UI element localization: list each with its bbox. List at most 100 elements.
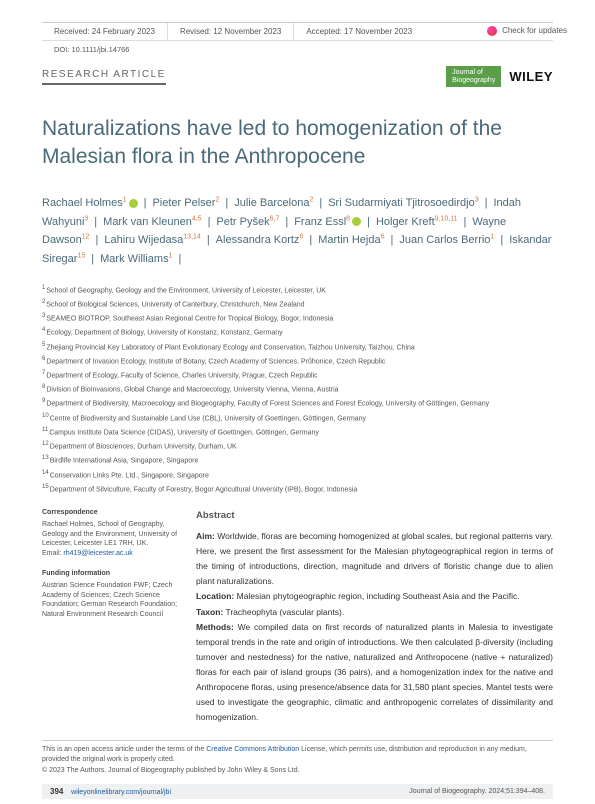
doi-link[interactable]: wileyonlinelibrary.com/journal/jbi xyxy=(71,789,171,796)
affiliation: 14Conservation Links Pte. Ltd., Singapor… xyxy=(42,468,553,482)
license-block: This is an open access article under the… xyxy=(42,740,553,777)
footer-bar: 394 wileyonlinelibrary.com/journal/jbi J… xyxy=(42,784,553,799)
affiliations-list: 1School of Geography, Geology and the En… xyxy=(42,283,553,496)
funding-block: Funding information Austrian Science Fou… xyxy=(42,569,182,620)
affiliation-sup: 2 xyxy=(42,299,45,305)
check-updates[interactable]: Check for updates xyxy=(487,26,567,36)
author: Lahiru Wijedasa13,14 xyxy=(104,234,200,246)
affiliation: 8Division of BioInvasions, Global Change… xyxy=(42,382,553,396)
affiliation-sup: 3 xyxy=(42,313,45,319)
author-sup: 15 xyxy=(77,252,85,259)
author: Juan Carlos Berrio1 xyxy=(399,234,494,246)
two-column-body: Correspondence Rachael Holmes, School of… xyxy=(42,508,553,726)
affiliation: 7Department of Ecology, Faculty of Scien… xyxy=(42,368,553,382)
affiliation: 13Birdlife International Asia, Singapore… xyxy=(42,453,553,467)
author-sep: | xyxy=(91,253,94,265)
author: Alessandra Kortz6 xyxy=(216,234,304,246)
authors-list: Rachael Holmes1 | Pieter Pelser2 | Julie Bar… xyxy=(42,194,553,269)
abstract-heading: Abstract xyxy=(196,508,553,525)
license-line1: This is an open access article under the… xyxy=(42,745,553,766)
author: Julie Barcelona2 xyxy=(234,197,313,209)
doi: DOI: 10.1111/jbi.14766 xyxy=(42,43,553,56)
received-date: Received: 24 February 2023 xyxy=(42,23,168,40)
author-sup: 4,5 xyxy=(192,215,202,222)
affiliation: 4Ecology, Department of Biology, Univers… xyxy=(42,325,553,339)
cc-link[interactable]: Creative Commons Attribution xyxy=(206,746,299,753)
affiliation: 12Department of Biosciences, Durham Univ… xyxy=(42,439,553,453)
taxon-text: Tracheophyta (vascular plants). xyxy=(223,607,344,617)
author-sep: | xyxy=(178,253,181,265)
author-sup: 9,10,11 xyxy=(435,215,458,222)
email-label: Email: xyxy=(42,550,61,557)
author-sup: 13,14 xyxy=(183,234,201,241)
revised-date: Revised: 12 November 2023 xyxy=(168,23,294,40)
journal-box: Journal of Biogeography xyxy=(446,66,501,87)
author-sep: | xyxy=(485,197,488,209)
author: Mark van Kleunen4,5 xyxy=(103,216,201,228)
abstract-methods: Methods: We compiled data on first recor… xyxy=(196,620,553,726)
author: Pieter Pelser2 xyxy=(152,197,219,209)
abstract-column: Abstract Aim: Worldwide, floras are beco… xyxy=(196,508,553,726)
author-sep: | xyxy=(319,197,322,209)
affiliation-sup: 1 xyxy=(42,285,45,291)
funding-body: Austrian Science Foundation FWF; Czech A… xyxy=(42,581,182,620)
publisher: WILEY xyxy=(509,69,553,84)
affiliation-sup: 15 xyxy=(42,484,49,490)
abstract-taxon: Taxon: Tracheophyta (vascular plants). xyxy=(196,605,553,620)
author-sep: | xyxy=(207,234,210,246)
license-text-a: This is an open access article under the… xyxy=(42,746,206,753)
author-sup: 6,7 xyxy=(270,215,280,222)
affiliation: 6Department of Invasion Ecology, Institu… xyxy=(42,354,553,368)
affiliation-sup: 4 xyxy=(42,327,45,333)
author-sup: 1 xyxy=(490,234,494,241)
author: Martin Hejda6 xyxy=(318,234,384,246)
correspondence-body: Rachael Holmes, School of Geography, Geo… xyxy=(42,520,182,549)
abstract-aim: Aim: Worldwide, floras are becoming homo… xyxy=(196,529,553,590)
affiliation: 5Zhejiang Provincial Key Laboratory of P… xyxy=(42,340,553,354)
journal-box-line2: Biogeography xyxy=(452,77,495,85)
footer-left: 394 wileyonlinelibrary.com/journal/jbi xyxy=(50,787,171,796)
affiliation-sup: 5 xyxy=(42,342,45,348)
updates-label: Check for updates xyxy=(502,26,567,35)
author-sup: 1 xyxy=(169,252,173,259)
author-sep: | xyxy=(208,216,211,228)
author: Sri Sudarmiyati Tjitrosoedirdjo3 xyxy=(328,197,478,209)
author-sup: 6 xyxy=(299,234,303,241)
location-label: Location: xyxy=(196,591,234,601)
author: Holger Kreft9,10,11 xyxy=(376,216,458,228)
author-sep: | xyxy=(309,234,312,246)
journal-box-line1: Journal of xyxy=(452,69,495,77)
author-sup: 2 xyxy=(215,196,219,203)
orcid-icon[interactable] xyxy=(352,217,361,226)
author-sep: | xyxy=(390,234,393,246)
journal-logo: Journal of Biogeography WILEY xyxy=(446,66,553,87)
affiliation: 2School of Biological Sciences, Universi… xyxy=(42,297,553,311)
author: Franz Essl8 xyxy=(294,216,361,228)
affiliation: 1School of Geography, Geology and the En… xyxy=(42,283,553,297)
affiliation: 3SEAMEO BIOTROP, Southeast Asian Regiona… xyxy=(42,311,553,325)
license-line2: © 2023 The Authors. Journal of Biogeogra… xyxy=(42,766,553,777)
affiliation-sup: 11 xyxy=(42,427,48,433)
author-sep: | xyxy=(500,234,503,246)
email-link[interactable]: rh419@leicester.ac.uk xyxy=(63,550,132,557)
author-sup: 6 xyxy=(381,234,385,241)
affiliation: 11Campus Institute Data Science (CIDAS),… xyxy=(42,425,553,439)
author-sep: | xyxy=(225,197,228,209)
author-sep: | xyxy=(463,216,466,228)
author-sup: 3 xyxy=(475,196,479,203)
article-title: Naturalizations have led to homogenizati… xyxy=(42,115,553,170)
affiliation-sup: 7 xyxy=(42,370,45,376)
taxon-label: Taxon: xyxy=(196,607,223,617)
author-sep: | xyxy=(96,234,99,246)
location-text: Malesian phytogeographic region, includi… xyxy=(234,591,519,601)
author: Rachael Holmes1 xyxy=(42,197,138,209)
author-sep: | xyxy=(285,216,288,228)
author-sep: | xyxy=(94,216,97,228)
author: Mark Williams1 xyxy=(100,253,172,265)
methods-text: We compiled data on first records of nat… xyxy=(196,622,553,723)
author-sep: | xyxy=(367,216,370,228)
orcid-icon[interactable] xyxy=(129,199,138,208)
author-sup: 1 xyxy=(123,196,127,203)
author: Petr Pyšek6,7 xyxy=(216,216,279,228)
affiliation-sup: 8 xyxy=(42,384,45,390)
